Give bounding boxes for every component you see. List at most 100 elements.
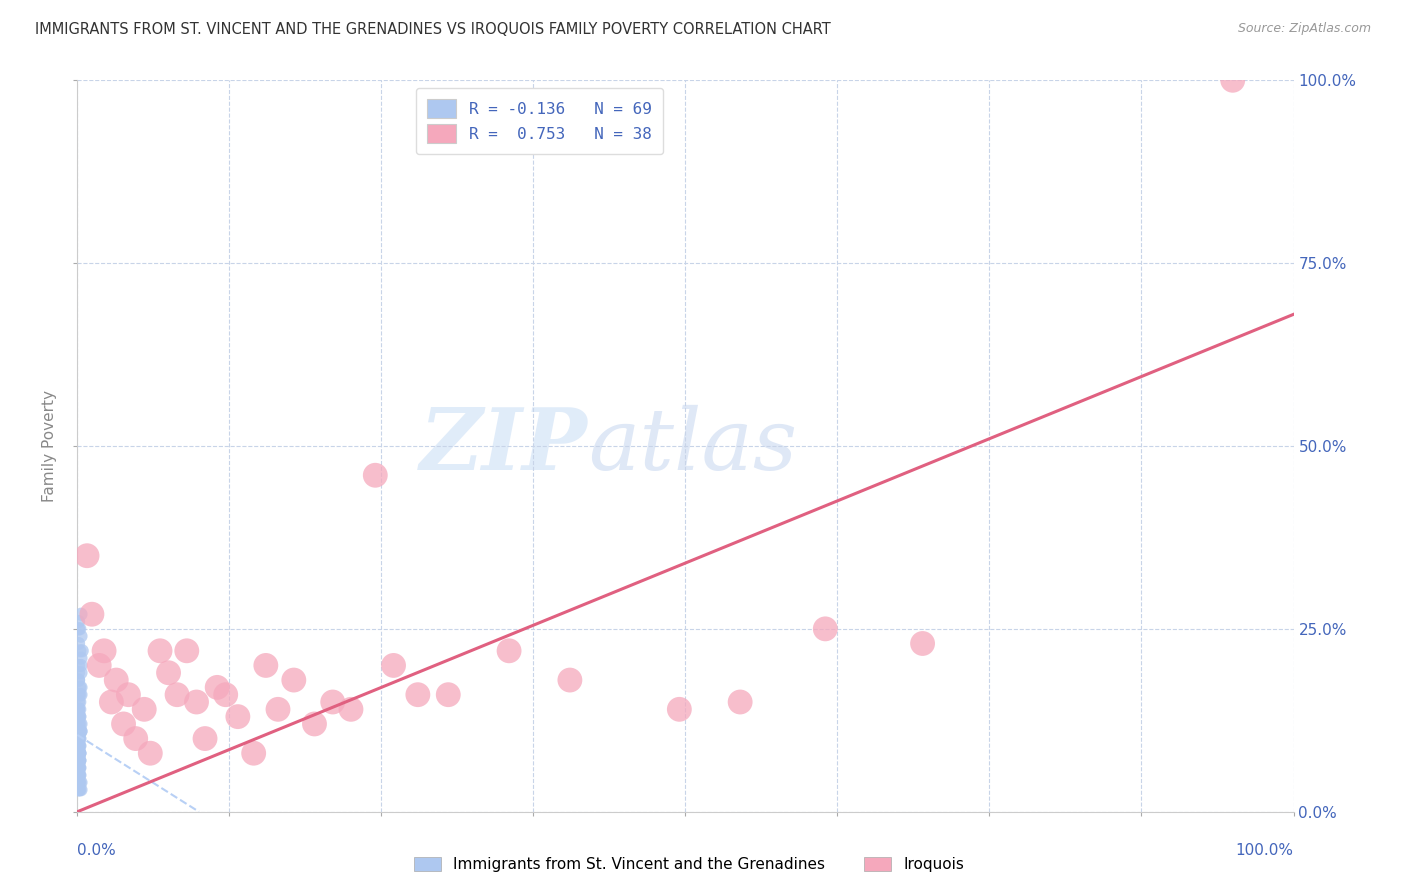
Point <box>205 681 228 695</box>
Point <box>322 695 344 709</box>
Point <box>70 724 93 739</box>
Point <box>69 754 91 768</box>
Point <box>125 731 148 746</box>
Point <box>67 731 90 746</box>
Point <box>76 549 98 563</box>
Point <box>69 761 91 775</box>
Point <box>117 688 139 702</box>
Point <box>437 688 460 702</box>
Legend: R = -0.136   N = 69, R =  0.753   N = 38: R = -0.136 N = 69, R = 0.753 N = 38 <box>416 88 662 154</box>
Point <box>70 681 93 695</box>
Point <box>67 782 90 797</box>
Point <box>70 665 93 680</box>
Point <box>69 724 91 739</box>
Point <box>112 717 135 731</box>
Point <box>382 658 405 673</box>
Text: 0.0%: 0.0% <box>77 843 117 858</box>
Point <box>498 644 520 658</box>
Point <box>194 731 217 746</box>
Point <box>267 702 290 716</box>
Point <box>67 702 90 716</box>
Point <box>728 695 751 709</box>
Point <box>67 658 90 673</box>
Point <box>69 622 91 636</box>
Point <box>67 673 90 687</box>
Point <box>67 673 90 687</box>
Point <box>69 746 91 760</box>
Point <box>254 658 277 673</box>
Y-axis label: Family Poverty: Family Poverty <box>42 390 58 502</box>
Point <box>67 775 90 789</box>
Point <box>69 739 91 753</box>
Point <box>814 622 837 636</box>
Point <box>70 782 93 797</box>
Point <box>1222 73 1244 87</box>
Point <box>67 636 90 650</box>
Point <box>70 629 93 643</box>
Point <box>67 615 90 629</box>
Point <box>67 739 90 753</box>
Point <box>69 754 91 768</box>
Point <box>67 717 90 731</box>
Point <box>134 702 156 716</box>
Point <box>166 688 188 702</box>
Point <box>67 688 90 702</box>
Text: IMMIGRANTS FROM ST. VINCENT AND THE GRENADINES VS IROQUOIS FAMILY POVERTY CORREL: IMMIGRANTS FROM ST. VINCENT AND THE GREN… <box>35 22 831 37</box>
Point <box>67 709 90 723</box>
Text: atlas: atlas <box>588 405 797 487</box>
Point <box>340 702 363 716</box>
Point <box>67 761 90 775</box>
Point <box>304 717 326 731</box>
Point <box>157 665 180 680</box>
Point <box>67 768 90 782</box>
Point <box>139 746 162 760</box>
Point <box>67 622 90 636</box>
Point <box>70 658 93 673</box>
Point <box>70 607 93 622</box>
Point <box>69 702 91 716</box>
Point <box>67 768 90 782</box>
Point <box>69 768 91 782</box>
Point <box>283 673 305 687</box>
Point <box>67 665 90 680</box>
Point <box>69 688 91 702</box>
Point <box>80 607 103 622</box>
Point <box>67 702 90 716</box>
Point <box>69 761 91 775</box>
Point <box>69 709 91 723</box>
Text: 100.0%: 100.0% <box>1236 843 1294 858</box>
Point <box>69 754 91 768</box>
Point <box>67 754 90 768</box>
Point <box>70 651 93 665</box>
Point <box>176 644 198 658</box>
Point <box>67 775 90 789</box>
Point <box>67 739 90 753</box>
Point <box>215 688 238 702</box>
Point <box>67 695 90 709</box>
Point <box>70 724 93 739</box>
Point <box>911 636 934 650</box>
Point <box>67 761 90 775</box>
Point <box>69 775 91 789</box>
Point <box>89 658 111 673</box>
Point <box>67 709 90 723</box>
Point <box>69 739 91 753</box>
Point <box>558 673 581 687</box>
Point <box>149 644 172 658</box>
Point <box>100 695 122 709</box>
Point <box>69 746 91 760</box>
Text: ZIP: ZIP <box>420 404 588 488</box>
Point <box>69 717 91 731</box>
Point <box>69 731 91 746</box>
Point <box>67 746 90 760</box>
Point <box>69 644 91 658</box>
Point <box>242 746 264 760</box>
Point <box>668 702 690 716</box>
Point <box>67 754 90 768</box>
Point <box>70 688 93 702</box>
Point <box>67 782 90 797</box>
Point <box>69 746 91 760</box>
Point <box>406 688 429 702</box>
Point <box>105 673 128 687</box>
Point <box>226 709 249 723</box>
